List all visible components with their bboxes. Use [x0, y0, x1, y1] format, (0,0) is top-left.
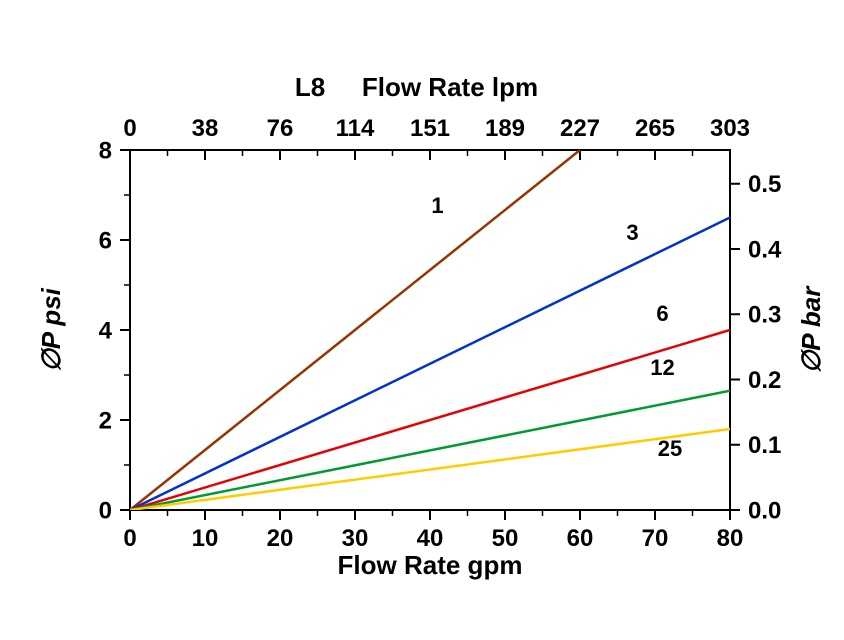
- x-top-tick-label: 38: [192, 115, 219, 142]
- series-label: 3: [626, 220, 638, 245]
- y-axis-label-left: ∅P psi: [36, 287, 66, 372]
- series-label: 6: [656, 301, 668, 326]
- x-axis-label-bottom: Flow Rate gpm: [338, 550, 523, 580]
- y-tick-label: 8: [99, 137, 112, 164]
- x-tick-label: 50: [492, 525, 519, 552]
- chart-prefix-label: L8: [295, 72, 325, 102]
- series-label: 25: [658, 436, 682, 461]
- x-top-tick-label: 189: [485, 115, 525, 142]
- x-top-tick-label: 227: [560, 115, 600, 142]
- x-tick-label: 10: [192, 525, 219, 552]
- y-tick-label: 6: [99, 227, 112, 254]
- y-tick-label: 4: [99, 317, 113, 344]
- y-right-tick-label: 0.0: [748, 497, 781, 524]
- pressure-flow-chart: 0102030405060708003876114151189227265303…: [0, 0, 844, 640]
- x-tick-label: 70: [642, 525, 669, 552]
- x-tick-label: 40: [417, 525, 444, 552]
- x-tick-label: 20: [267, 525, 294, 552]
- y-tick-label: 0: [99, 497, 112, 524]
- x-top-tick-label: 151: [410, 115, 450, 142]
- series-label: 1: [431, 193, 443, 218]
- y-axis-label-right: ∅P bar: [796, 285, 826, 374]
- x-tick-label: 30: [342, 525, 369, 552]
- chart-container: 0102030405060708003876114151189227265303…: [0, 0, 844, 640]
- y-right-tick-label: 0.3: [748, 302, 781, 329]
- series-label: 12: [650, 355, 674, 380]
- y-right-tick-label: 0.1: [748, 432, 781, 459]
- x-axis-label-top: Flow Rate lpm: [362, 72, 538, 102]
- x-top-tick-label: 114: [336, 115, 375, 142]
- y-right-tick-label: 0.5: [748, 171, 781, 198]
- y-right-tick-label: 0.4: [748, 236, 782, 263]
- x-top-tick-label: 0: [123, 115, 136, 142]
- y-tick-label: 2: [99, 407, 112, 434]
- x-top-tick-label: 303: [710, 115, 750, 142]
- x-tick-label: 60: [567, 525, 594, 552]
- y-right-tick-label: 0.2: [748, 367, 781, 394]
- x-top-tick-label: 265: [635, 115, 675, 142]
- x-top-tick-label: 76: [267, 115, 294, 142]
- x-tick-label: 0: [123, 525, 136, 552]
- x-tick-label: 80: [717, 525, 744, 552]
